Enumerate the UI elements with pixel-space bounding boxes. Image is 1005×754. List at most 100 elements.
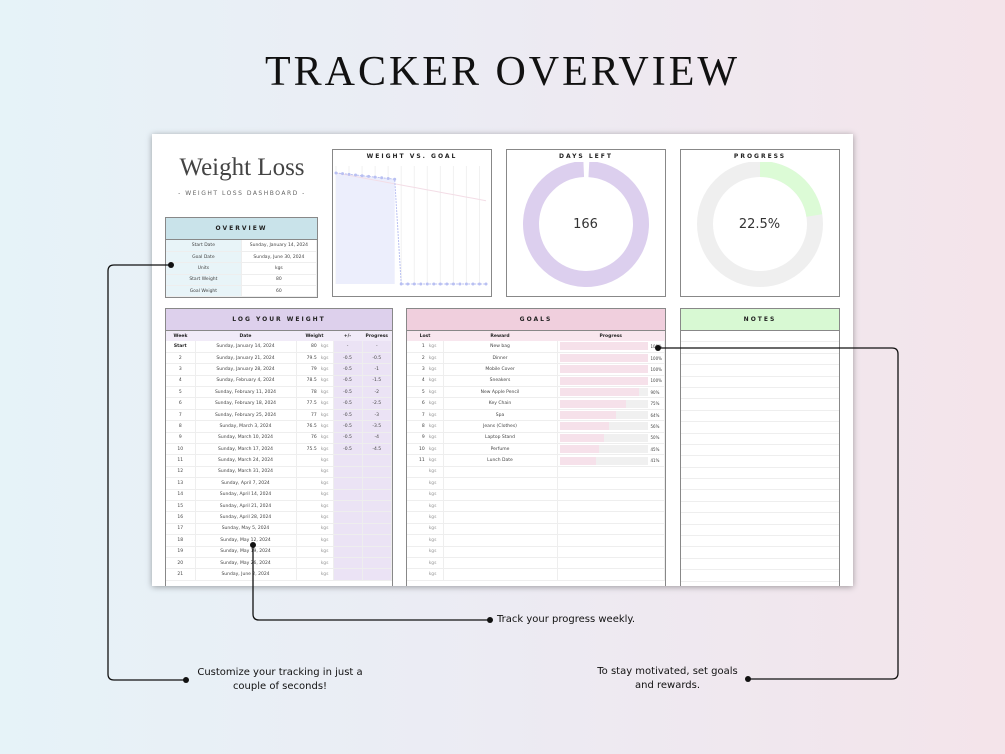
goal-reward[interactable]: Lunch Date [443, 454, 558, 467]
goal-lost[interactable]: kgs [407, 500, 444, 513]
goal-lost[interactable]: 5 kgs [407, 386, 444, 399]
overview-value[interactable]: Sunday, January 14, 2024 [241, 240, 318, 252]
goal-progress-bar [559, 433, 648, 442]
goal-reward[interactable] [443, 534, 558, 547]
log-change [333, 546, 363, 558]
goal-reward[interactable]: Dinner [443, 352, 558, 365]
log-weight[interactable]: kgs [296, 523, 334, 536]
overview-header: OVERVIEW [166, 218, 317, 240]
goal-reward[interactable] [443, 557, 558, 570]
goal-reward[interactable] [443, 546, 558, 558]
log-column-header: Weight [305, 333, 324, 339]
log-weight-value: 77.5 [306, 401, 317, 407]
log-weight[interactable]: 78 kgs [296, 386, 334, 399]
goal-row: 10 kgs Perfume 45% [407, 443, 665, 456]
page-title: TRACKER OVERVIEW [264, 49, 741, 95]
log-progress [362, 557, 392, 570]
goal-lost[interactable]: 1 kgs [407, 341, 444, 353]
log-weight[interactable]: 76 kgs [296, 432, 334, 445]
progress-value: 22.5% [738, 217, 781, 232]
goal-lost[interactable]: kgs [407, 557, 444, 570]
log-weight[interactable]: 76.5 kgs [296, 420, 334, 433]
log-weight[interactable]: kgs [296, 454, 334, 467]
log-weight[interactable]: kgs [296, 466, 334, 479]
log-date: Sunday, March 31, 2024 [195, 466, 297, 479]
goal-lost[interactable]: 9 kgs [407, 432, 444, 445]
goal-reward[interactable] [443, 500, 558, 513]
goal-lost[interactable]: 6 kgs [407, 397, 444, 410]
goal-lost[interactable]: 3 kgs [407, 363, 444, 376]
weight-point [477, 282, 481, 286]
goal-lost[interactable]: 4 kgs [407, 375, 444, 388]
goal-lost[interactable]: kgs [407, 523, 444, 536]
overview-value[interactable]: 80 [241, 274, 318, 287]
log-progress [362, 546, 392, 558]
goal-reward[interactable]: Spa [443, 409, 558, 422]
goal-lost[interactable]: kgs [407, 534, 444, 547]
goal-lost[interactable]: 10 kgs [407, 443, 444, 456]
log-weight[interactable]: kgs [296, 557, 334, 570]
log-change: -0.5 [333, 432, 363, 445]
log-weight[interactable]: kgs [296, 534, 334, 547]
goal-reward[interactable]: Mobile Cover [443, 363, 558, 376]
goal-lost[interactable]: kgs [407, 477, 444, 490]
log-weight[interactable]: 80 kgs [296, 341, 334, 353]
goal-lost[interactable]: kgs [407, 568, 444, 581]
goal-reward[interactable]: Key Chain [443, 397, 558, 410]
goal-reward[interactable] [443, 568, 558, 581]
goal-progress [557, 466, 665, 479]
goal-reward[interactable]: New Apple Pencil [443, 386, 558, 399]
goal-reward[interactable]: Laptop Stand [443, 432, 558, 445]
goal-progress-percent: 90% [650, 389, 660, 395]
goal-lost[interactable]: kgs [407, 489, 444, 501]
log-change: - [333, 341, 363, 353]
goal-reward[interactable]: Perfume [443, 443, 558, 456]
goal-lost[interactable]: 2 kgs [407, 352, 444, 365]
goal-reward[interactable] [443, 477, 558, 490]
log-progress [362, 568, 392, 581]
log-weight-unit: kgs [320, 446, 329, 452]
notes-line [681, 445, 839, 457]
notes-card[interactable]: NOTES [680, 308, 840, 586]
goal-lost-value: 2 [421, 355, 425, 361]
overview-value[interactable]: kgs [241, 262, 318, 275]
log-weight[interactable]: kgs [296, 477, 334, 490]
log-weight[interactable]: 77.5 kgs [296, 397, 334, 410]
log-weight[interactable]: kgs [296, 568, 334, 581]
overview-value[interactable]: 60 [241, 285, 318, 298]
goal-lost[interactable]: 8 kgs [407, 420, 444, 433]
overview-value[interactable]: Sunday, June 30, 2024 [241, 251, 318, 264]
log-weight[interactable]: kgs [296, 489, 334, 501]
goal-reward[interactable] [443, 489, 558, 501]
log-weight-unit: kgs [320, 480, 329, 486]
log-weight[interactable]: 78.5 kgs [296, 375, 334, 388]
log-weight[interactable]: 79.5 kgs [296, 352, 334, 365]
weight-vs-goal-chart [334, 166, 488, 286]
log-weight[interactable]: kgs [296, 546, 334, 558]
log-weight[interactable]: 79 kgs [296, 363, 334, 376]
log-weight[interactable]: kgs [296, 500, 334, 513]
log-weight[interactable]: 75.5 kgs [296, 443, 334, 456]
log-row: 6 Sunday, February 18, 2024 77.5 kgs -0.5 -2.… [166, 397, 392, 410]
goal-reward[interactable] [443, 466, 558, 479]
goal-progress [557, 500, 665, 513]
goal-lost-value: 9 [421, 435, 425, 441]
goal-reward[interactable]: New bag [443, 341, 558, 353]
log-weight[interactable]: 77 kgs [296, 409, 334, 422]
log-row: 20 Sunday, May 26, 2024 kgs [166, 557, 392, 570]
goal-reward[interactable] [443, 511, 558, 524]
log-date: Sunday, May 5, 2024 [195, 523, 297, 536]
goal-lost[interactable]: 11 kgs [407, 454, 444, 467]
goal-reward[interactable] [443, 523, 558, 536]
goal-lost[interactable]: kgs [407, 511, 444, 524]
goal-lost-unit: kgs [428, 378, 437, 384]
goal-reward[interactable]: Sneakers [443, 375, 558, 388]
goal-reward[interactable]: Jeans (Clothes) [443, 420, 558, 433]
notes-line [681, 342, 839, 354]
goal-lost[interactable]: 7 kgs [407, 409, 444, 422]
goal-lost-unit: kgs [428, 435, 437, 441]
goal-lost[interactable]: kgs [407, 466, 444, 479]
log-weight[interactable]: kgs [296, 511, 334, 524]
goal-lost[interactable]: kgs [407, 546, 444, 558]
